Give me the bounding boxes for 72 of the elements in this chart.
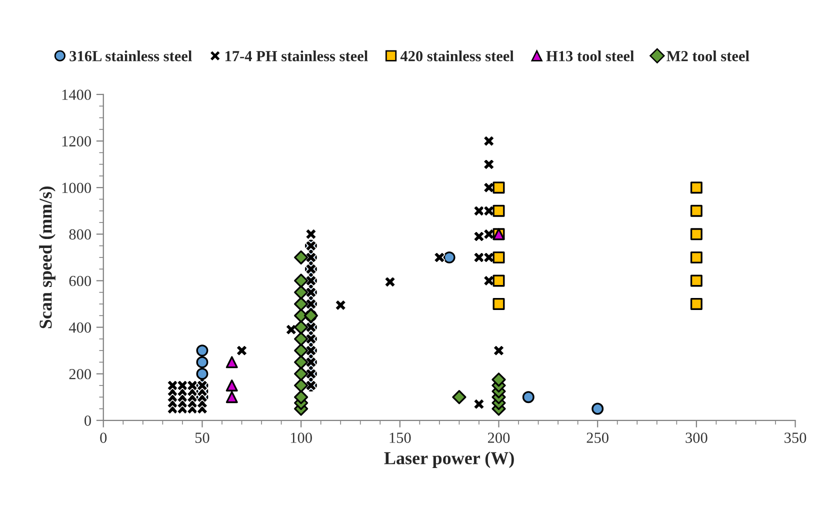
legend-label: H13 tool steel xyxy=(546,50,634,62)
y-tick-label: 400 xyxy=(68,322,91,333)
point xyxy=(690,228,702,240)
y-tick-label: 1000 xyxy=(62,182,91,194)
point xyxy=(492,298,505,310)
point xyxy=(196,356,208,368)
point xyxy=(226,391,238,404)
point xyxy=(690,204,702,217)
point xyxy=(294,344,308,358)
y-tick-label: 800 xyxy=(69,229,91,240)
point xyxy=(492,344,505,356)
y-tick-label: 1200 xyxy=(62,136,91,146)
point xyxy=(196,368,208,380)
point xyxy=(294,320,308,334)
point xyxy=(294,285,308,300)
point xyxy=(305,228,317,240)
point xyxy=(166,380,178,392)
point xyxy=(492,182,505,194)
legend-label: M2 tool steel xyxy=(666,50,750,62)
legend-label: 420 stainless steel xyxy=(400,50,514,62)
point xyxy=(492,251,505,264)
point xyxy=(294,274,308,288)
point xyxy=(473,230,485,242)
legend-label: 17-4 PH stainless steel xyxy=(225,50,368,62)
point xyxy=(522,391,534,404)
point xyxy=(483,135,495,147)
point xyxy=(236,344,248,356)
x-tick-label: 0 xyxy=(100,432,107,443)
point xyxy=(492,204,505,217)
x-tick-label: 200 xyxy=(488,432,510,443)
point xyxy=(690,298,702,310)
point xyxy=(690,251,702,264)
point xyxy=(294,355,308,370)
point xyxy=(294,390,308,404)
x-tick-label: 350 xyxy=(784,432,806,443)
point xyxy=(226,356,238,368)
point xyxy=(294,250,308,264)
x-tick-label: 100 xyxy=(290,432,312,443)
point xyxy=(285,324,297,336)
y-axis-title: Scan speed (mm/s) xyxy=(39,186,56,328)
point xyxy=(186,380,198,392)
x-tick-label: 300 xyxy=(686,432,708,443)
point xyxy=(434,252,446,264)
point xyxy=(473,252,485,264)
x-axis-title: Laser power (W) xyxy=(384,452,514,468)
y-tick-label: 200 xyxy=(69,368,91,380)
point xyxy=(473,398,485,410)
point xyxy=(690,274,702,287)
x-tick-label: 150 xyxy=(390,432,411,443)
y-tick-label: 0 xyxy=(84,416,91,426)
point xyxy=(384,276,396,288)
point xyxy=(294,378,308,393)
point xyxy=(492,372,506,387)
point xyxy=(196,344,208,357)
point xyxy=(690,182,702,194)
x-tick-label: 50 xyxy=(195,432,210,443)
point xyxy=(483,158,495,170)
legend-label: 316L stainless steel xyxy=(70,50,192,62)
point xyxy=(334,299,346,311)
point xyxy=(443,251,456,264)
point xyxy=(492,274,505,287)
point xyxy=(226,379,238,392)
x-tick-label: 250 xyxy=(586,432,608,443)
point xyxy=(294,366,308,381)
y-tick-label: 1400 xyxy=(62,90,91,100)
point xyxy=(473,205,485,217)
y-tick-label: 600 xyxy=(69,276,91,286)
point xyxy=(294,332,308,346)
point xyxy=(176,380,188,392)
point xyxy=(592,402,604,415)
point xyxy=(294,296,308,312)
point xyxy=(452,390,466,404)
